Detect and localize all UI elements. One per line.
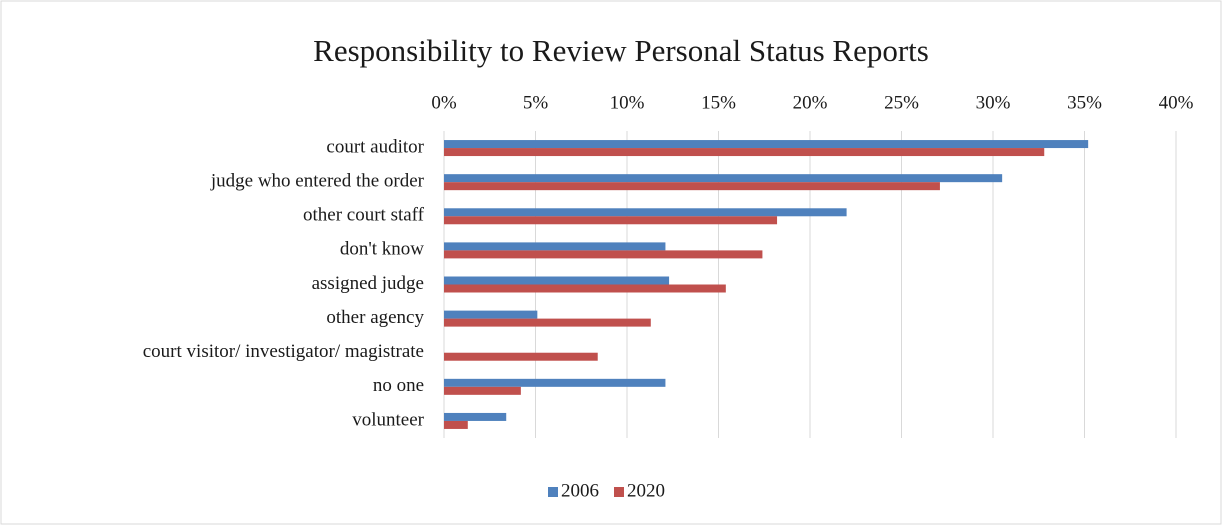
x-tick-label: 15% (701, 92, 736, 113)
bar (444, 182, 940, 191)
chart-title: Responsibility to Review Personal Status… (313, 33, 929, 68)
x-tick-label: 25% (884, 92, 919, 113)
x-tick-label: 30% (976, 92, 1011, 113)
bar (444, 412, 507, 421)
bar (444, 208, 847, 217)
x-tick-label: 5% (523, 92, 549, 113)
bar (444, 310, 538, 319)
x-tick-label: 40% (1159, 92, 1194, 113)
bar (444, 284, 726, 293)
x-tick-label: 20% (793, 92, 828, 113)
y-tick-label: court auditor (326, 136, 424, 157)
legend-swatch (548, 487, 558, 497)
y-tick-label: other agency (326, 307, 424, 328)
bar (444, 318, 651, 327)
legend-label: 2006 (561, 480, 599, 501)
bar (444, 250, 763, 259)
bar (444, 216, 778, 225)
y-tick-label: court visitor/ investigator/ magistrate (143, 341, 424, 362)
y-tick-label: other court staff (303, 205, 425, 226)
y-tick-label: assigned judge (312, 273, 424, 294)
bar (444, 386, 521, 395)
y-tick-label: judge who entered the order (210, 171, 425, 192)
y-tick-label: no one (373, 375, 424, 396)
legend-swatch (614, 487, 624, 497)
bar (444, 174, 1003, 183)
legend-label: 2020 (627, 480, 665, 501)
bar (444, 420, 468, 429)
bar (444, 148, 1045, 157)
bar (444, 242, 666, 251)
x-tick-label: 0% (431, 92, 457, 113)
bar (444, 140, 1089, 149)
y-tick-label: don't know (340, 239, 424, 260)
bar (444, 378, 666, 387)
y-tick-label: volunteer (352, 409, 424, 430)
x-tick-label: 10% (610, 92, 645, 113)
x-tick-label: 35% (1067, 92, 1102, 113)
bar (444, 276, 670, 285)
bar (444, 352, 598, 361)
